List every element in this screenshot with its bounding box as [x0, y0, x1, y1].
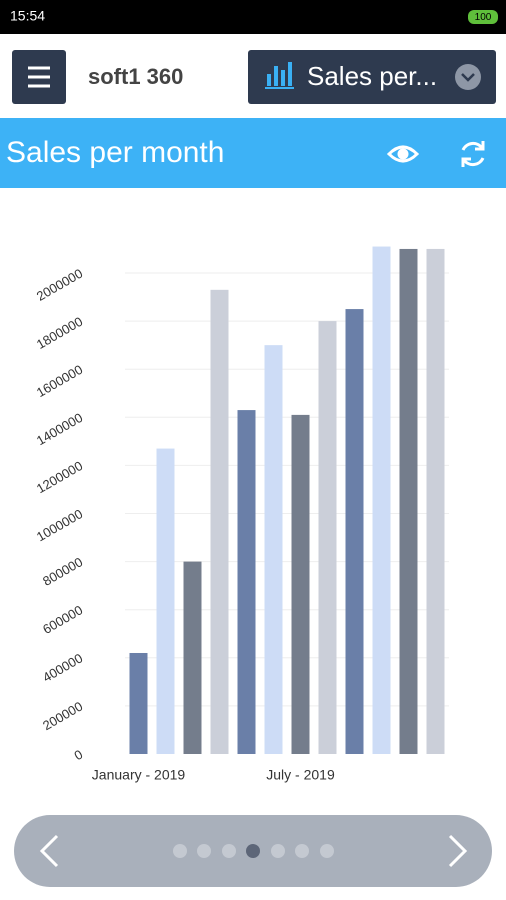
bar: [318, 321, 337, 754]
bar: [372, 246, 391, 755]
battery-level: 100: [475, 12, 492, 23]
bar: [345, 309, 364, 754]
bar: [183, 561, 202, 754]
next-button[interactable]: [448, 834, 468, 868]
dropdown-chevron: [455, 64, 481, 90]
bar: [426, 248, 445, 754]
y-tick-label: 1200000: [34, 458, 85, 496]
bar: [291, 414, 310, 754]
chevron: [461, 73, 475, 82]
refresh-button[interactable]: [461, 141, 485, 167]
chart-icon: [265, 62, 294, 89]
x-tick-label: July - 2019: [266, 767, 335, 783]
bar: [156, 448, 175, 754]
y-tick-label: 2000000: [34, 266, 85, 304]
toolbar: [0, 118, 506, 188]
prev-button[interactable]: [39, 834, 59, 868]
y-tick-label: 1800000: [34, 314, 85, 352]
report-dropdown[interactable]: [248, 50, 496, 104]
logo: soft1 360: [88, 64, 183, 89]
eye-button[interactable]: [386, 145, 420, 163]
y-tick-label: 600000: [40, 602, 85, 637]
status-time: 15:54: [10, 8, 45, 24]
y-tick-label: 0: [71, 747, 85, 764]
bar: [210, 289, 229, 754]
status-bar: [0, 0, 506, 34]
y-tick-label: 800000: [40, 554, 85, 589]
page-dots: [173, 844, 334, 858]
page-title: Sales per month: [6, 136, 224, 169]
y-tick-label: 1000000: [34, 506, 85, 544]
bar: [264, 345, 283, 754]
y-tick-label: 400000: [40, 650, 85, 685]
dropdown-label: Sales per...: [307, 61, 437, 91]
x-tick-label: January - 2019: [92, 767, 186, 783]
bar: [237, 410, 256, 754]
bar: [399, 248, 418, 754]
bar: [129, 652, 148, 754]
menu-icon: [28, 66, 50, 88]
battery: [468, 10, 498, 24]
y-tick-label: 1600000: [34, 362, 85, 400]
chart: 0 200000 400000 600000 800000 1000000 1200000 1…: [34, 246, 449, 783]
y-tick-label: 1400000: [34, 410, 85, 448]
y-tick-label: 200000: [40, 698, 85, 733]
